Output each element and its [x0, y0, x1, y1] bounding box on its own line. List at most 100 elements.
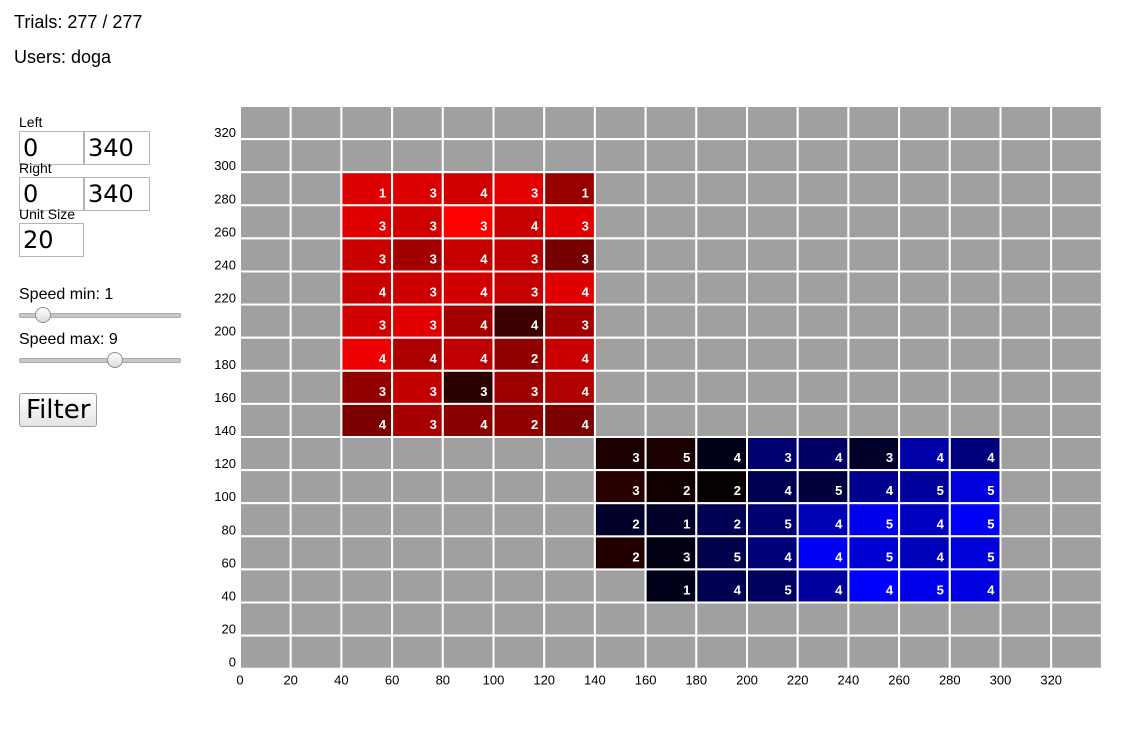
- empty-cell: [239, 270, 292, 306]
- red-cell-count: 3: [430, 384, 437, 399]
- blue-cell-count: 4: [835, 516, 843, 531]
- red-cell: [441, 204, 495, 240]
- red-cell: [492, 270, 546, 306]
- empty-cell: [391, 138, 444, 174]
- speed-max-thumb[interactable]: [107, 352, 123, 368]
- right-min-input[interactable]: [19, 177, 84, 211]
- x-tick-label: 160: [635, 673, 657, 688]
- empty-cell: [999, 204, 1053, 240]
- blue-cell: [644, 502, 698, 538]
- empty-cell: [999, 138, 1053, 174]
- empty-cell: [796, 402, 850, 438]
- unit-size-row: [19, 223, 189, 260]
- blue-cell-count: 4: [784, 483, 792, 498]
- red-cell-count: 4: [480, 252, 488, 267]
- blue-cell-count: 4: [886, 483, 894, 498]
- blue-cell-count: 5: [886, 549, 893, 564]
- blue-cell-count: 5: [987, 549, 994, 564]
- red-cell: [391, 402, 444, 438]
- empty-cell: [999, 402, 1053, 438]
- empty-cell: [746, 369, 799, 405]
- red-cell: [391, 171, 444, 207]
- y-tick-label: 80: [222, 522, 236, 537]
- blue-cell-count: 4: [835, 450, 843, 465]
- y-tick-label: 300: [214, 158, 236, 173]
- empty-cell: [796, 601, 850, 637]
- red-cell-count: 2: [734, 483, 741, 498]
- empty-cell: [847, 336, 901, 372]
- empty-cell: [543, 469, 596, 505]
- blue-cell: [746, 502, 799, 538]
- empty-cell: [543, 502, 596, 538]
- empty-cell: [796, 270, 850, 306]
- users-list: Users: doga: [14, 47, 112, 67]
- empty-cell: [644, 171, 698, 207]
- blue-cell: [948, 535, 1002, 571]
- empty-cell: [695, 369, 748, 405]
- x-tick-label: 260: [888, 673, 910, 688]
- x-tick-label: 40: [334, 673, 348, 688]
- empty-cell: [340, 502, 394, 538]
- x-tick-label: 20: [283, 673, 297, 688]
- empty-cell: [239, 568, 292, 604]
- red-cell-count: 3: [379, 384, 386, 399]
- red-cell: [340, 204, 394, 240]
- red-cell: [543, 237, 596, 273]
- empty-cell: [340, 469, 394, 505]
- blue-cell-count: 4: [987, 450, 995, 465]
- empty-cell: [391, 634, 444, 670]
- empty-cell: [340, 138, 394, 174]
- left-min-input[interactable]: [19, 131, 84, 165]
- empty-cell: [999, 535, 1053, 571]
- empty-cell: [695, 237, 748, 273]
- red-cell: [543, 369, 596, 405]
- empty-cell: [644, 634, 698, 670]
- speed-min-thumb[interactable]: [35, 307, 51, 323]
- empty-cell: [492, 105, 546, 141]
- red-cell-count: 4: [379, 417, 387, 432]
- blue-cell: [847, 469, 901, 505]
- speed-min-slider[interactable]: [19, 307, 181, 323]
- blue-cell-count: 5: [937, 483, 944, 498]
- empty-cell: [847, 601, 901, 637]
- unit-size-input[interactable]: [19, 223, 84, 257]
- red-cell: [340, 237, 394, 273]
- empty-cell: [796, 171, 850, 207]
- left-max-input[interactable]: [84, 131, 150, 165]
- red-cell: [543, 402, 596, 438]
- y-tick-label: 320: [214, 125, 236, 140]
- empty-cell: [289, 634, 343, 670]
- right-max-input[interactable]: [84, 177, 150, 211]
- red-cell: [492, 171, 546, 207]
- blue-cell-count: 4: [937, 450, 945, 465]
- empty-cell: [492, 634, 546, 670]
- filter-button[interactable]: Filter: [19, 393, 98, 427]
- empty-cell: [695, 402, 748, 438]
- red-cell-count: 3: [632, 450, 639, 465]
- empty-cell: [948, 270, 1002, 306]
- blue-cell: [847, 502, 901, 538]
- empty-cell: [999, 270, 1053, 306]
- empty-cell: [1050, 469, 1103, 505]
- y-tick-label: 20: [222, 622, 236, 637]
- empty-cell: [1050, 535, 1103, 571]
- empty-cell: [999, 105, 1053, 141]
- blue-cell-count: 5: [734, 549, 741, 564]
- empty-cell: [289, 601, 343, 637]
- empty-cell: [695, 138, 748, 174]
- empty-cell: [593, 138, 647, 174]
- empty-cell: [746, 601, 799, 637]
- empty-cell: [695, 634, 748, 670]
- red-cell: [593, 436, 647, 472]
- red-cell-count: 4: [531, 318, 539, 333]
- empty-cell: [847, 369, 901, 405]
- blue-cell-count: 3: [683, 549, 690, 564]
- speed-max-slider[interactable]: [19, 352, 181, 368]
- left-range-inputs: [19, 131, 189, 168]
- empty-cell: [796, 237, 850, 273]
- empty-cell: [695, 204, 748, 240]
- x-tick-label: 100: [483, 673, 505, 688]
- red-cell: [492, 402, 546, 438]
- speed-min-track: [19, 313, 181, 318]
- y-tick-label: 220: [214, 291, 236, 306]
